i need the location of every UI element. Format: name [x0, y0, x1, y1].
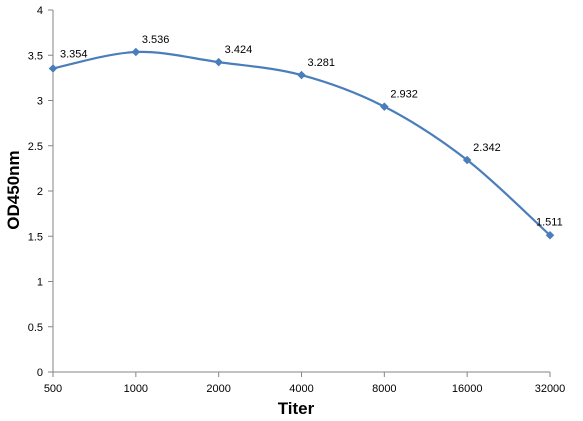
- y-axis-title: OD450nm: [4, 150, 23, 229]
- data-label: 3.281: [308, 57, 336, 69]
- axes: [52, 10, 550, 373]
- data-point-marker: [214, 57, 224, 67]
- y-tick-label: 0: [37, 367, 43, 379]
- series-group: [48, 47, 555, 240]
- data-point-marker: [297, 70, 306, 80]
- y-tick-label: 2.5: [28, 141, 43, 153]
- y-tick-label: 3.5: [28, 50, 43, 62]
- y-tick-labels: 0 0.5 1 1.5 2 2.5 3 3.5 4: [28, 5, 53, 379]
- x-tick-label: 32000: [535, 383, 566, 395]
- y-tick-label: 3: [37, 96, 43, 108]
- y-tick-label: 1: [37, 277, 43, 289]
- y-tick-label: 4: [37, 5, 43, 17]
- data-label: 3.536: [142, 34, 170, 46]
- x-tick-label: 2000: [206, 383, 230, 395]
- data-point-marker: [462, 155, 472, 165]
- x-tick-label: 500: [44, 383, 62, 395]
- data-label: 3.354: [60, 48, 88, 60]
- data-label: 2.342: [473, 142, 501, 154]
- data-point-marker: [131, 47, 141, 57]
- y-tick-label: 1.5: [28, 231, 43, 243]
- data-labels: 3.354 3.536 3.424 3.281 2.932 2.342 1.511: [60, 34, 563, 228]
- x-axis-title: Titer: [278, 399, 315, 418]
- x-tick-label: 16000: [452, 383, 483, 395]
- data-point-marker: [545, 230, 555, 240]
- data-point-marker: [379, 102, 389, 112]
- y-tick-label: 2: [37, 186, 43, 198]
- data-point-marker: [48, 64, 58, 73]
- y-tick-label: 0.5: [28, 322, 43, 334]
- x-tick-label: 4000: [289, 383, 313, 395]
- data-label: 1.511: [536, 216, 563, 228]
- x-tick-label: 8000: [372, 383, 396, 395]
- x-tick-labels: 500 1000 2000 4000 8000 16000 32000: [44, 372, 565, 395]
- data-label: 3.424: [225, 44, 253, 56]
- x-tick-label: 1000: [124, 383, 148, 395]
- data-label: 2.932: [390, 89, 418, 101]
